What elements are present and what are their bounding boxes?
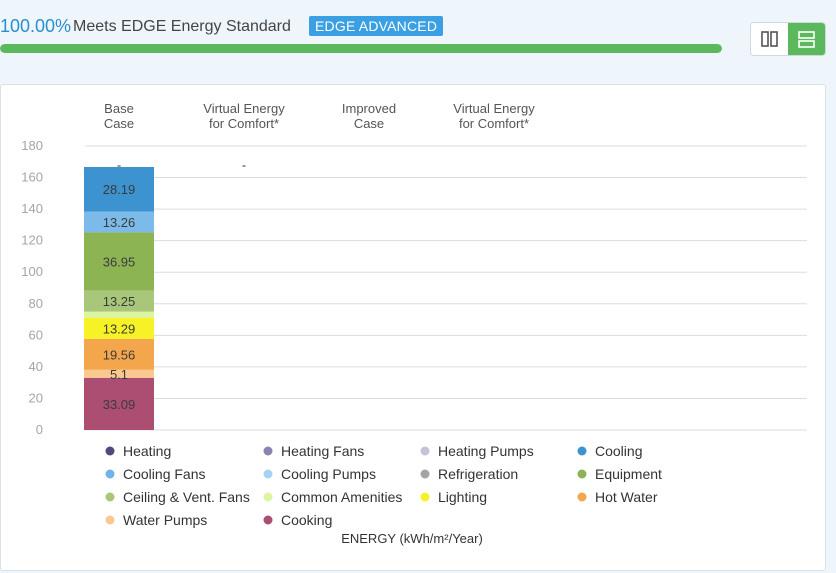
- column-header-2-line-0: Improved: [342, 101, 396, 116]
- compliance-progress-bar: [0, 44, 722, 53]
- legend-label-lighting: Lighting: [438, 489, 487, 505]
- rows-icon: [798, 31, 815, 48]
- columns-view-button[interactable]: [751, 23, 788, 55]
- column-header-0-line-1: Case: [104, 116, 134, 131]
- legend-label-heating-fans: Heating Fans: [281, 443, 364, 459]
- data-label-equipment-0: 36.95: [103, 255, 136, 270]
- header-row: 100.00% Meets EDGE Energy Standard EDGE …: [0, 14, 740, 42]
- legend-label-heating-pumps: Heating Pumps: [438, 443, 534, 459]
- legend-label-hot-water: Hot Water: [595, 489, 658, 505]
- legend-label-refrigeration: Refrigeration: [438, 466, 518, 482]
- energy-stacked-bar-chart: 020406080100120140160180BaseCaseVirtual …: [21, 101, 807, 546]
- bar-segment-cooking-0: [84, 377, 154, 430]
- bar-segment-cooling-0: [84, 167, 154, 212]
- y-tick-label-0: 0: [36, 422, 43, 437]
- x-axis-label: ENERGY (kWh/m²/Year): [341, 531, 483, 546]
- data-label-cooling-0: 28.19: [103, 182, 136, 197]
- legend-marker-cooling-fans: [105, 469, 115, 479]
- y-tick-label-140: 140: [21, 201, 43, 216]
- legend-label-common-amenities: Common Amenities: [281, 489, 402, 505]
- energy-chart-panel: 0 20 40 60 80 100 120 140 160 180 Base Case Virtual …: [0, 84, 826, 571]
- column-header-2-line-1: Case: [354, 116, 384, 131]
- compliance-percent: 100.00%: [0, 16, 72, 36]
- legend-marker-refrigeration: [420, 469, 430, 479]
- edge-level-badge: EDGE ADVANCED: [309, 16, 444, 36]
- legend-marker-lighting: [420, 492, 430, 502]
- legend-marker-common-amenities: [263, 492, 273, 502]
- legend-marker-equipment: [577, 469, 587, 479]
- legend-label-cooling-pumps: Cooling Pumps: [281, 466, 376, 482]
- legend-label-ceiling-vent-fans: Ceiling & Vent. Fans: [123, 489, 250, 505]
- legend-marker-heating-pumps: [420, 446, 430, 456]
- column-header-3-line-0: Virtual Energy: [453, 101, 535, 116]
- legend-marker-water-pumps: [105, 515, 115, 525]
- compliance-status-text: Meets EDGE Energy Standard: [73, 18, 291, 35]
- legend-label-heating: Heating: [123, 443, 171, 459]
- view-toggle: [750, 22, 826, 56]
- annotation-1: -: [242, 158, 246, 173]
- y-tick-label-120: 120: [21, 233, 43, 248]
- bar-segment-equipment-0: [84, 232, 154, 291]
- y-tick-label-180: 180: [21, 138, 43, 153]
- rows-view-button[interactable]: [788, 23, 825, 55]
- bar-segment-hot-water-0: [84, 338, 154, 370]
- legend-label-equipment: Equipment: [595, 466, 662, 482]
- y-tick-label-60: 60: [29, 327, 43, 342]
- legend-label-water-pumps: Water Pumps: [123, 512, 207, 528]
- legend-marker-heating: [105, 446, 115, 456]
- legend-marker-cooling-pumps: [263, 469, 273, 479]
- data-label-cooling-fans-0: 13.26: [103, 215, 136, 230]
- data-label-ceiling-vent-fans-0: 13.25: [103, 294, 136, 309]
- legend-marker-cooling: [577, 446, 587, 456]
- column-header-1-line-0: Virtual Energy: [203, 101, 285, 116]
- columns-icon: [761, 31, 778, 47]
- compliance-progress-fill: [0, 44, 722, 53]
- column-header-0-line-0: Base: [104, 101, 134, 116]
- bar-segment-ceiling-vent-fans-0: [84, 290, 154, 312]
- legend-marker-cooking: [263, 515, 273, 525]
- legend-marker-hot-water: [577, 492, 587, 502]
- y-tick-label-80: 80: [29, 296, 43, 311]
- bar-segment-common-amenities-0: [84, 311, 154, 318]
- bar-segment-cooling-fans-0: [84, 211, 154, 233]
- y-tick-label-40: 40: [29, 359, 43, 374]
- data-label-hot-water-0: 19.56: [103, 347, 136, 362]
- bar-segment-lighting-0: [84, 317, 154, 339]
- y-tick-label-100: 100: [21, 264, 43, 279]
- legend-label-cooling: Cooling: [595, 443, 642, 459]
- legend-label-cooking: Cooking: [281, 512, 332, 528]
- y-tick-label-160: 160: [21, 170, 43, 185]
- legend-marker-heating-fans: [263, 446, 273, 456]
- data-label-water-pumps-0: 5.1: [110, 367, 128, 382]
- column-header-1-line-1: for Comfort*: [209, 116, 279, 131]
- legend-marker-ceiling-vent-fans: [105, 492, 115, 502]
- data-label-lighting-0: 13.29: [103, 321, 136, 336]
- y-tick-label-20: 20: [29, 390, 43, 405]
- data-label-cooking-0: 33.09: [103, 397, 136, 412]
- legend-label-cooling-fans: Cooling Fans: [123, 466, 206, 482]
- bar-segment-water-pumps-0: [84, 369, 154, 378]
- column-header-3-line-1: for Comfort*: [459, 116, 529, 131]
- annotation-0: -: [117, 158, 121, 173]
